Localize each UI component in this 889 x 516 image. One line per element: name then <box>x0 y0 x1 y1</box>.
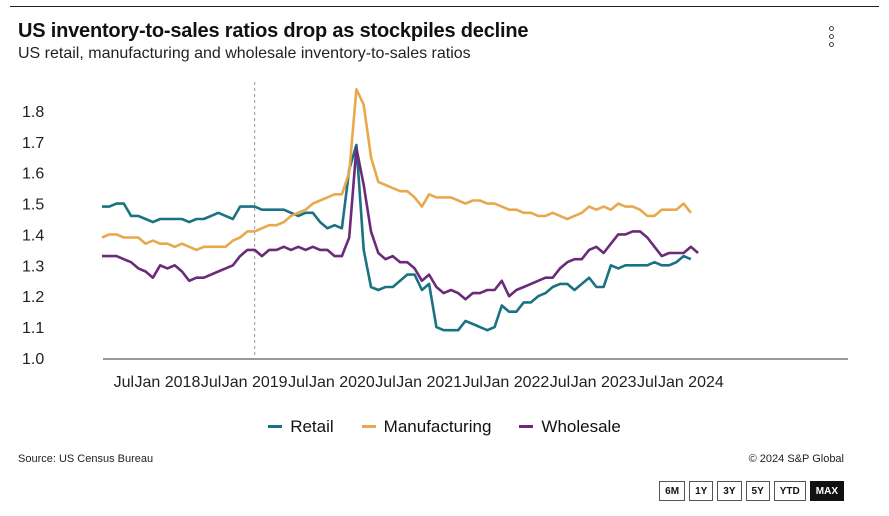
range-button-max[interactable]: MAX <box>809 481 844 501</box>
source-note: Source: US Census Bureau <box>18 453 154 465</box>
range-selector: 6M 1Y 3Y 5Y YTD MAX <box>659 481 844 501</box>
range-button-5y[interactable]: 5Y <box>745 481 770 501</box>
legend-swatch <box>361 425 376 428</box>
y-tick-label: 1.4 <box>22 227 44 244</box>
x-tick-label: Jul <box>201 374 221 391</box>
x-tick-label: Jul <box>550 374 570 391</box>
legend-label: Retail <box>290 416 334 436</box>
range-button-6m[interactable]: 6M <box>659 481 686 501</box>
legend-label: Wholesale <box>541 416 621 436</box>
x-tick-label: Jul <box>288 374 308 391</box>
y-tick-label: 1.0 <box>22 351 44 368</box>
legend-item-wholesale[interactable]: Wholesale <box>519 416 621 437</box>
range-button-3y[interactable]: 3Y <box>717 481 742 501</box>
y-tick-label: 1.2 <box>22 289 44 306</box>
more-vertical-icon[interactable] <box>822 26 840 54</box>
series-line-retail <box>102 143 692 332</box>
series-line-manufacturing <box>101 88 692 252</box>
x-tick-label: Jan 2023 <box>571 374 637 391</box>
x-tick-label: Jan 2021 <box>396 374 462 391</box>
chart-title: US inventory-to-sales ratios drop as sto… <box>18 20 529 42</box>
x-tick-label: Jul <box>114 374 134 391</box>
legend-item-retail[interactable]: Retail <box>268 416 334 437</box>
x-tick-label: Jul <box>375 374 395 391</box>
y-tick-label: 1.7 <box>22 135 44 152</box>
chart-legend: Retail Manufacturing Wholesale <box>0 413 889 437</box>
range-button-ytd[interactable]: YTD <box>773 481 806 501</box>
x-tick-label: Jul <box>637 374 657 391</box>
copyright-note: © 2024 S&P Global <box>748 453 844 465</box>
y-tick-label: 1.8 <box>22 104 44 121</box>
y-tick-label: 1.1 <box>22 320 44 337</box>
legend-swatch <box>268 425 283 428</box>
legend-item-manufacturing[interactable]: Manufacturing <box>361 416 492 437</box>
chart-subtitle: US retail, manufacturing and wholesale i… <box>18 45 471 62</box>
x-tick-label: Jan 2019 <box>222 374 288 391</box>
y-tick-label: 1.5 <box>22 197 44 214</box>
legend-swatch <box>519 425 534 428</box>
y-tick-label: 1.6 <box>22 166 44 183</box>
legend-label: Manufacturing <box>383 416 492 436</box>
series-line-wholesale <box>102 146 699 301</box>
x-tick-label: Jul <box>463 374 483 391</box>
x-tick-label: Jan 2022 <box>483 374 549 391</box>
y-tick-label: 1.3 <box>22 258 44 275</box>
range-button-1y[interactable]: 1Y <box>689 481 714 501</box>
top-rule <box>10 6 879 7</box>
x-tick-label: Jan 2018 <box>135 374 201 391</box>
x-tick-label: Jan 2024 <box>658 374 724 391</box>
x-tick-label: Jan 2020 <box>309 374 375 391</box>
